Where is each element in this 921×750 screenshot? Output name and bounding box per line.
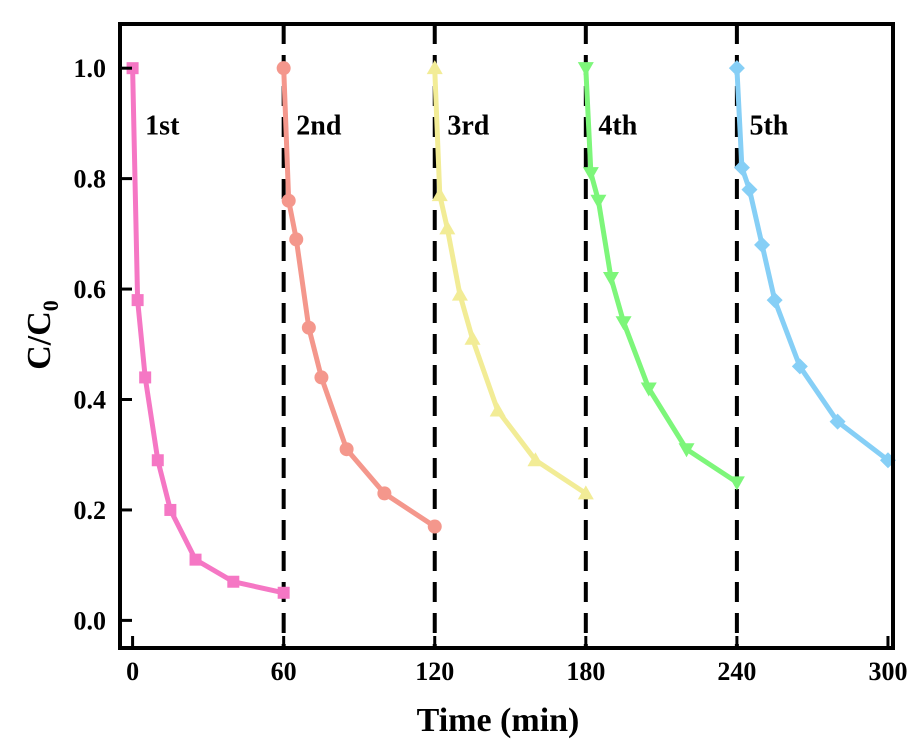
series-label-3rd: 3rd <box>447 110 489 141</box>
data-point-4th <box>640 382 657 397</box>
data-point-5th <box>733 159 750 176</box>
data-point-2nd <box>339 442 354 457</box>
data-point-3rd <box>577 485 594 500</box>
data-point-3rd <box>489 402 506 417</box>
data-point-5th <box>829 413 846 430</box>
data-point-4th <box>577 62 594 77</box>
data-point-4th <box>728 476 745 491</box>
series-label-5th: 5th <box>749 110 788 141</box>
series-4th <box>577 62 745 491</box>
data-point-1st <box>164 503 177 516</box>
data-point-4th <box>678 443 695 458</box>
series-label-2nd: 2nd <box>296 110 342 141</box>
x-tick-label: 180 <box>566 657 605 686</box>
y-axis-title: C/C0 <box>21 300 63 370</box>
data-point-1st <box>189 553 202 566</box>
data-point-1st <box>277 586 290 599</box>
data-point-4th <box>602 272 619 287</box>
data-point-3rd <box>451 286 468 301</box>
data-point-5th <box>766 292 783 309</box>
series-line-1st <box>130 68 285 596</box>
data-point-2nd <box>301 320 316 335</box>
data-point-4th <box>590 194 607 209</box>
y-tick-label: 0.2 <box>74 496 107 525</box>
y-tick-label: 1.0 <box>74 54 107 83</box>
data-point-3rd <box>464 330 481 345</box>
data-point-3rd <box>431 187 448 202</box>
data-point-2nd <box>281 193 296 208</box>
data-point-4th <box>615 316 632 331</box>
x-tick-label: 120 <box>415 657 454 686</box>
data-point-1st <box>131 294 144 307</box>
data-point-5th <box>728 60 745 77</box>
data-point-1st <box>126 62 139 75</box>
data-point-4th <box>582 167 599 182</box>
data-point-2nd <box>427 519 442 534</box>
x-tick-label: 0 <box>126 657 139 686</box>
x-tick-label: 300 <box>868 657 907 686</box>
series-layer <box>126 60 896 599</box>
series-5th <box>728 60 896 469</box>
series-label-layer: 1st 2nd 3rd 4th 5th <box>145 110 789 141</box>
data-point-5th <box>754 236 771 253</box>
x-axis-title: Time (min) <box>417 702 580 739</box>
y-tick-label: 0.4 <box>74 386 107 415</box>
plot-frame <box>118 22 895 650</box>
y-tick-label: 0.6 <box>74 275 107 304</box>
y-axis-title-subscript: 0 <box>38 300 63 311</box>
axis-layer: 0 60 120 180 240 300 0.0 0.2 0.4 0.6 0.8 1.0 <box>74 54 908 686</box>
data-point-1st <box>227 575 240 588</box>
data-point-1st <box>139 371 152 384</box>
x-tick-label: 60 <box>271 657 297 686</box>
y-axis-title-main: C/C <box>21 311 58 370</box>
series-1st <box>126 62 290 599</box>
series-label-1st: 1st <box>145 110 180 141</box>
data-point-5th <box>741 181 758 198</box>
data-point-2nd <box>289 232 304 247</box>
data-point-3rd <box>439 220 456 235</box>
data-point-2nd <box>276 61 291 76</box>
data-point-2nd <box>377 486 392 501</box>
data-point-3rd <box>426 60 443 75</box>
data-point-3rd <box>527 452 544 467</box>
series-2nd <box>276 61 442 534</box>
y-tick-label: 0.8 <box>74 165 107 194</box>
series-3rd <box>426 60 594 500</box>
data-point-1st <box>151 454 164 467</box>
data-point-5th <box>791 358 808 375</box>
series-label-4th: 4th <box>598 110 637 141</box>
y-tick-label: 0.0 <box>74 606 107 635</box>
data-point-2nd <box>314 370 329 385</box>
x-tick-label: 240 <box>717 657 756 686</box>
